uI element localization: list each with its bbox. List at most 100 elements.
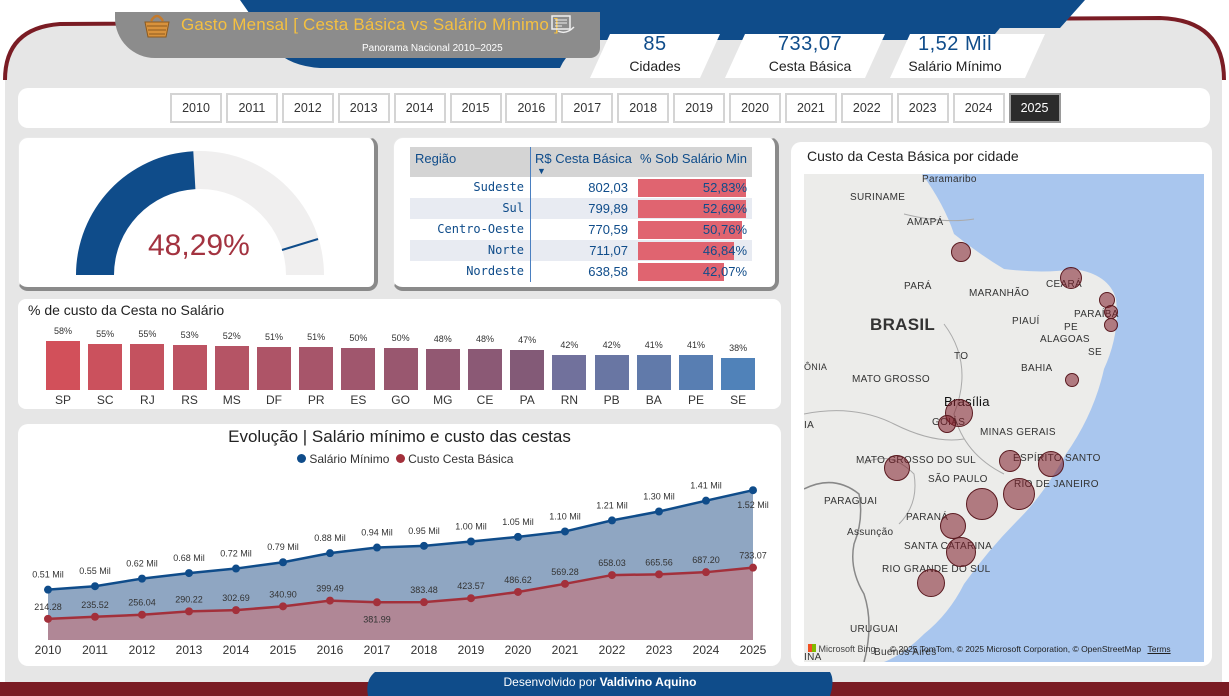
bar-ES[interactable] bbox=[341, 347, 376, 390]
city-bubble[interactable] bbox=[1003, 478, 1035, 510]
kpi-basket-value: 733,07 bbox=[777, 33, 843, 55]
bar-CE[interactable] bbox=[468, 349, 502, 390]
city-bubble[interactable] bbox=[966, 488, 998, 520]
bar-SE[interactable] bbox=[721, 357, 756, 390]
bar-SC[interactable] bbox=[88, 343, 123, 390]
bar-PA[interactable] bbox=[510, 350, 545, 390]
salario-label-2019: 1.00 Mil bbox=[455, 522, 487, 532]
bar-category-CE: CE bbox=[476, 393, 494, 407]
pct-bar bbox=[638, 242, 734, 260]
bar-RJ[interactable] bbox=[130, 343, 165, 390]
year-button-2017[interactable]: 2017 bbox=[561, 93, 614, 123]
map-view[interactable]: SURINAMEAMAPÁPARÁMARANHÃOCEARÁPIAUÍPARAÍ… bbox=[804, 174, 1204, 662]
map-terms-link[interactable]: Terms bbox=[1147, 644, 1171, 654]
salario-label-2021: 1.10 Mil bbox=[549, 511, 581, 521]
city-bubble[interactable] bbox=[1104, 305, 1118, 319]
bar-PE[interactable] bbox=[679, 355, 713, 390]
bar-DF[interactable] bbox=[257, 346, 291, 390]
salario-label-2016: 0.88 Mil bbox=[314, 533, 346, 543]
table-cell-pct: 42,07% bbox=[702, 264, 747, 279]
cesta-point-2011 bbox=[91, 612, 99, 621]
bar-RS[interactable] bbox=[172, 345, 207, 390]
bar-label-DF: 51% bbox=[264, 331, 283, 342]
bar-BA[interactable] bbox=[636, 355, 671, 390]
year-button-2023[interactable]: 2023 bbox=[896, 93, 949, 123]
bar-label-PR: 51% bbox=[307, 331, 326, 342]
year-button-2018[interactable]: 2018 bbox=[617, 93, 670, 123]
year-button-2025[interactable]: 2025 bbox=[1008, 93, 1061, 123]
salario-point-2023 bbox=[655, 507, 663, 516]
x-tick-2016: 2016 bbox=[317, 643, 344, 657]
year-button-2015[interactable]: 2015 bbox=[449, 93, 502, 123]
year-button-2016[interactable]: 2016 bbox=[505, 93, 558, 123]
salario-point-2021 bbox=[561, 527, 569, 536]
salario-point-2011 bbox=[91, 582, 99, 591]
year-button-2013[interactable]: 2013 bbox=[337, 93, 390, 123]
city-bubble[interactable] bbox=[938, 415, 956, 433]
city-bubble[interactable] bbox=[1104, 318, 1118, 332]
wallet-card-icon bbox=[551, 15, 575, 34]
map-label: IA bbox=[804, 420, 815, 431]
cesta-point-2014 bbox=[232, 606, 240, 615]
year-button-2012[interactable]: 2012 bbox=[281, 93, 334, 123]
city-bubble[interactable] bbox=[999, 450, 1021, 472]
city-bubble[interactable] bbox=[884, 455, 910, 481]
map-label: Paramaribo bbox=[922, 174, 977, 185]
map-label: PIAUÍ bbox=[1012, 316, 1040, 327]
bing-logo-text: Microsoft Bing bbox=[818, 644, 876, 654]
map-label: PARAÍBA bbox=[1074, 309, 1119, 320]
bar-MS[interactable] bbox=[214, 346, 249, 390]
city-bubble[interactable] bbox=[946, 537, 976, 567]
bar-PB[interactable] bbox=[594, 354, 629, 390]
year-button-2024[interactable]: 2024 bbox=[952, 93, 1005, 123]
year-button-2022[interactable]: 2022 bbox=[840, 93, 893, 123]
sort-arrow-icon[interactable]: ▼ bbox=[537, 166, 546, 176]
year-button-2020[interactable]: 2020 bbox=[729, 93, 781, 123]
gauge-fill bbox=[76, 151, 196, 275]
year-button-2011[interactable]: 2011 bbox=[225, 93, 278, 123]
city-bubble[interactable] bbox=[951, 242, 971, 262]
year-button-2021[interactable]: 2021 bbox=[784, 93, 837, 123]
evolution-title: Evolução | Salário mínimo e custo das ce… bbox=[228, 427, 571, 446]
bar-PR[interactable] bbox=[299, 346, 334, 390]
city-bubble[interactable] bbox=[1060, 267, 1082, 289]
city-bubble[interactable] bbox=[1065, 373, 1079, 387]
salario-label-2011: 0.55 Mil bbox=[79, 566, 111, 576]
bar-GO[interactable] bbox=[383, 347, 418, 390]
table-divider bbox=[530, 147, 531, 282]
footer-credit: Desenvolvido por Valdivino Aquino bbox=[370, 675, 830, 689]
x-tick-2014: 2014 bbox=[223, 643, 250, 657]
salario-point-2013 bbox=[185, 569, 193, 578]
cesta-point-2025 bbox=[749, 563, 757, 572]
salario-point-2020 bbox=[514, 532, 522, 541]
salario-point-2012 bbox=[138, 574, 146, 583]
map-label: PARÁ bbox=[904, 281, 932, 292]
year-button-2014[interactable]: 2014 bbox=[393, 93, 446, 123]
map-attribution-text[interactable]: © 2025 TomTom, © 2025 Microsoft Corporat… bbox=[890, 644, 1142, 654]
table-header-1[interactable]: R$ Cesta Básica bbox=[535, 151, 632, 166]
bar-SP[interactable] bbox=[46, 341, 80, 390]
bar-label-ES: 50% bbox=[349, 332, 368, 343]
salario-label-2020: 1.05 Mil bbox=[502, 517, 534, 527]
year-button-2010[interactable]: 2010 bbox=[170, 93, 222, 123]
bar-MG[interactable] bbox=[425, 349, 460, 390]
table-cell-region: Sudeste bbox=[473, 180, 524, 194]
city-bubble[interactable] bbox=[940, 513, 966, 539]
city-bubble[interactable] bbox=[917, 569, 945, 597]
x-tick-2017: 2017 bbox=[364, 643, 391, 657]
table-header-0[interactable]: Região bbox=[415, 151, 457, 166]
bar-label-PA: 47% bbox=[518, 335, 537, 346]
bar-RN[interactable] bbox=[552, 354, 587, 390]
cesta-point-2013 bbox=[185, 607, 193, 616]
year-button-2019[interactable]: 2019 bbox=[673, 93, 726, 123]
table-header-bg bbox=[410, 147, 752, 177]
cesta-label-2019: 423.57 bbox=[457, 581, 485, 591]
kpi-cities-value: 85 bbox=[643, 33, 667, 55]
map-label: ALAGOAS bbox=[1040, 334, 1090, 345]
bar-label-RN: 42% bbox=[560, 339, 579, 350]
map-label: INA bbox=[804, 652, 822, 662]
header-banner bbox=[115, 12, 600, 58]
table-header-2[interactable]: % Sob Salário Min bbox=[640, 151, 747, 166]
city-bubble[interactable] bbox=[1038, 451, 1064, 477]
table-cell-cost: 799,89 bbox=[588, 201, 628, 216]
